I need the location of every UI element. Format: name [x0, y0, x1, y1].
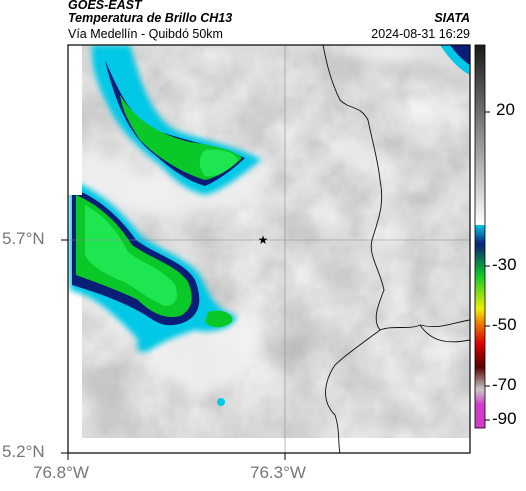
- satellite-label: GOES-EAST: [68, 0, 142, 12]
- colorbar-tick-label: -90: [492, 409, 517, 428]
- x-tick-label: 76.3°W: [250, 463, 306, 482]
- admin-border: [322, 45, 470, 331]
- admin-border-south: [325, 329, 381, 453]
- product-title: Temperatura de Brillo CH13: [68, 11, 233, 25]
- cold-cloud-west: [70, 180, 236, 352]
- timestamp-label: 2024-08-31 16:29: [371, 27, 470, 41]
- route-subtitle: Vía Medellín - Quibdó 50km: [68, 27, 223, 41]
- colorbar-tick-label: -30: [492, 255, 517, 274]
- organization-label: SIATA: [434, 11, 470, 25]
- cold-cloud-north: [91, 45, 262, 195]
- colorbar-tick-label: -50: [492, 315, 517, 334]
- colorbar-tick-label: -70: [492, 375, 517, 394]
- star-icon: ★: [258, 233, 269, 247]
- y-tick-label: 5.2°N: [2, 442, 45, 461]
- colorbar: [474, 44, 490, 429]
- y-tick-label: 5.7°N: [2, 229, 45, 248]
- imagery-layer: ★: [68, 45, 470, 453]
- x-tick-label: 76.8°W: [33, 463, 89, 482]
- plot-frame: [67, 44, 471, 454]
- colorbar-tick-label: 20: [496, 100, 515, 119]
